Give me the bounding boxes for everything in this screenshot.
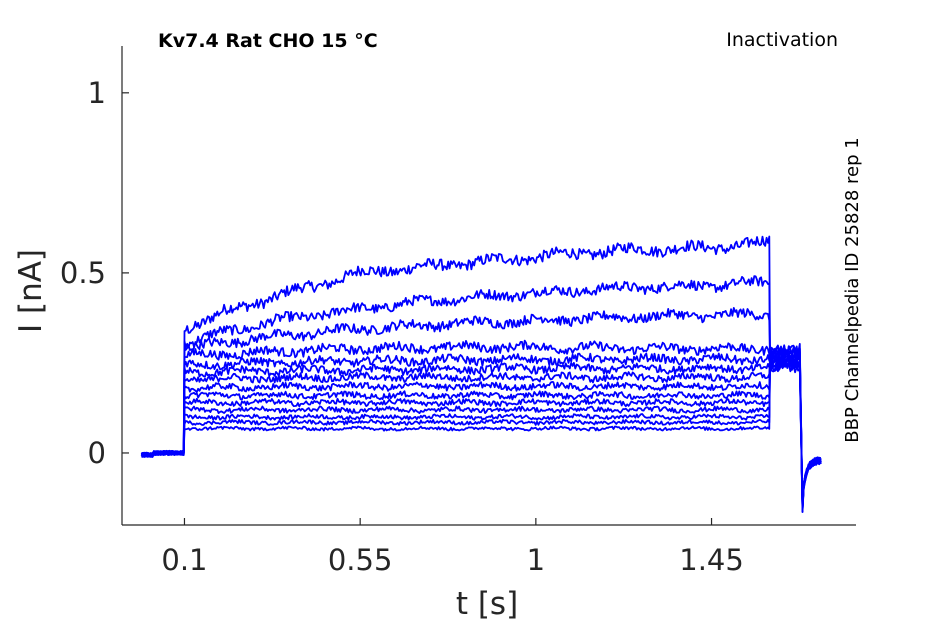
current-trace-8: [140, 351, 822, 508]
x-tick-label: 1.45: [679, 543, 744, 577]
current-trace-9: [140, 350, 822, 511]
current-trace-1: [140, 235, 822, 513]
current-trace-7: [140, 353, 822, 507]
y-tick-label: 0: [88, 436, 106, 470]
chart-title: Kv7.4 Rat CHO 15 °C: [158, 30, 378, 52]
current-trace-3: [140, 307, 822, 511]
current-trace-5: [141, 352, 822, 508]
source-note: BBP Channelpedia ID 25828 rep 1: [842, 137, 863, 442]
y-tick-label: 0.5: [60, 256, 106, 290]
current-trace-10: [140, 349, 822, 504]
x-tick-label: 0.55: [328, 543, 393, 577]
current-trace-2: [140, 275, 822, 509]
x-axis-label: t [s]: [456, 586, 518, 622]
y-tick-label: 1: [88, 76, 106, 110]
current-trace-12: [140, 346, 822, 512]
current-trace-14: [141, 343, 822, 508]
x-ticks: 0.1 0.55 1 1.45: [161, 518, 744, 577]
y-ticks: 00.51: [60, 76, 129, 470]
current-trace-6: [140, 354, 822, 513]
x-tick-label: 0.1: [161, 543, 207, 577]
current-trace-11: [141, 347, 822, 507]
y-axis-label: I [nA]: [13, 249, 49, 333]
current-trace-13: [141, 344, 822, 513]
current-trace-4: [141, 339, 822, 506]
x-tick-label: 1: [527, 543, 545, 577]
current-traces: [140, 235, 822, 513]
chart-subtitle: Inactivation: [726, 29, 838, 51]
